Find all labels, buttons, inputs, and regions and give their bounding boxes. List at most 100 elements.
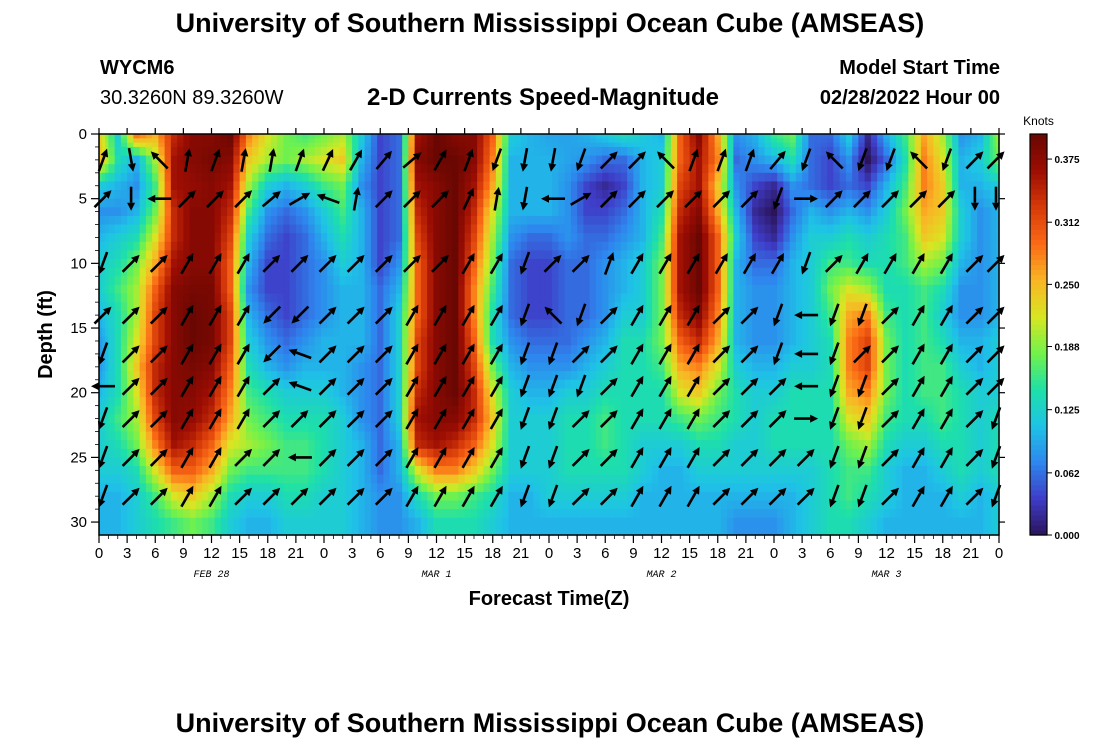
heatmap-cell (702, 362, 709, 372)
heatmap-cell (727, 362, 734, 372)
heatmap-cell (252, 353, 259, 364)
heatmap-cell (833, 336, 841, 346)
heatmap-cell (195, 142, 203, 148)
heatmap-cell (702, 284, 709, 295)
heatmap-cell (752, 302, 759, 312)
heatmap-cell (639, 172, 647, 183)
heatmap-cell (852, 379, 859, 389)
heatmap-cell (252, 267, 259, 277)
heatmap-cell (170, 250, 178, 260)
heatmap-cell (864, 241, 872, 252)
heatmap-cell (789, 224, 797, 234)
heatmap-cell (302, 422, 309, 433)
heatmap-cell (189, 267, 197, 277)
heatmap-cell (920, 319, 928, 329)
heatmap-cell (739, 362, 747, 372)
heatmap-cell (420, 293, 428, 303)
heatmap-cell (764, 207, 772, 217)
heatmap-cell (852, 155, 859, 165)
heatmap-cell (445, 215, 453, 226)
heatmap-cell (627, 388, 634, 398)
heatmap-cell (814, 233, 822, 243)
heatmap-cell (127, 276, 134, 286)
heatmap-cell (289, 142, 297, 148)
station-coords: 30.3260N 89.3260W (100, 87, 284, 109)
heatmap-cell (908, 241, 916, 252)
heatmap-cell (158, 293, 166, 303)
heatmap-cell (727, 259, 734, 269)
heatmap-cell (939, 146, 947, 157)
heatmap-cell (545, 207, 553, 217)
heatmap-cell (977, 293, 984, 303)
heatmap-cell (345, 397, 353, 407)
heatmap-cell (183, 276, 191, 286)
heatmap-cell (627, 142, 634, 148)
heatmap-cell (339, 215, 347, 226)
heatmap-cell (789, 379, 797, 389)
heatmap-cell (170, 284, 178, 295)
heatmap-cell (583, 259, 591, 269)
heatmap-cell (889, 259, 897, 269)
heatmap-cell (502, 276, 509, 286)
heatmap-cell (814, 164, 822, 174)
heatmap-cell (883, 345, 891, 355)
heatmap-cell (295, 405, 303, 415)
heatmap-cell (445, 207, 453, 217)
heatmap-cell (927, 181, 934, 191)
heatmap-cell (364, 276, 372, 286)
heatmap-cell (220, 155, 228, 165)
heatmap-cell (402, 371, 409, 381)
heatmap-cell (258, 422, 266, 433)
heatmap-cell (108, 379, 116, 389)
heatmap-cell (458, 134, 466, 139)
heatmap-cell (795, 172, 803, 183)
heatmap-cell (627, 328, 634, 338)
heatmap-cell (539, 134, 547, 139)
heatmap-cell (627, 302, 634, 312)
heatmap-cell (708, 233, 716, 243)
heatmap-cell (858, 345, 866, 355)
heatmap-cell (727, 172, 734, 183)
heatmap-cell (164, 302, 172, 312)
heatmap-cell (620, 388, 628, 398)
heatmap-cell (989, 267, 994, 277)
heatmap-cell (352, 207, 359, 217)
heatmap-cell (964, 198, 972, 208)
heatmap-cell (720, 302, 728, 312)
heatmap-cell (683, 328, 691, 338)
heatmap-cell (105, 233, 109, 243)
heatmap-cell (270, 267, 278, 277)
heatmap-cell (889, 233, 897, 243)
heatmap-cell (595, 336, 603, 346)
heatmap-cell (389, 267, 397, 277)
heatmap-cell (839, 336, 847, 346)
heatmap-cell (239, 362, 247, 372)
heatmap-cell (339, 276, 347, 286)
heatmap-cell (327, 172, 334, 183)
heatmap-cell (339, 319, 347, 329)
heatmap-cell (383, 164, 391, 174)
heatmap-cell (408, 198, 416, 208)
heatmap-cell (220, 293, 228, 303)
heatmap-cell (320, 250, 328, 260)
heatmap-cell (992, 172, 997, 183)
heatmap-cell (858, 284, 866, 295)
heatmap-cell (602, 233, 609, 243)
heatmap-cell (614, 284, 622, 295)
heatmap-cell (727, 336, 734, 346)
heatmap-cell (383, 224, 391, 234)
heatmap-cell (814, 190, 822, 200)
heatmap-cell (177, 310, 184, 320)
heatmap-cell (208, 284, 216, 295)
heatmap-cell (652, 379, 659, 389)
heatmap-cell (858, 142, 866, 148)
heatmap-cell (958, 328, 966, 338)
heatmap-cell (464, 241, 472, 252)
heatmap-cell (814, 198, 822, 208)
heatmap-cell (827, 146, 834, 157)
heatmap-cell (877, 310, 884, 320)
heatmap-cell (577, 215, 584, 226)
heatmap-cell (139, 353, 147, 364)
heatmap-cell (577, 224, 584, 234)
heatmap-cell (889, 284, 897, 295)
